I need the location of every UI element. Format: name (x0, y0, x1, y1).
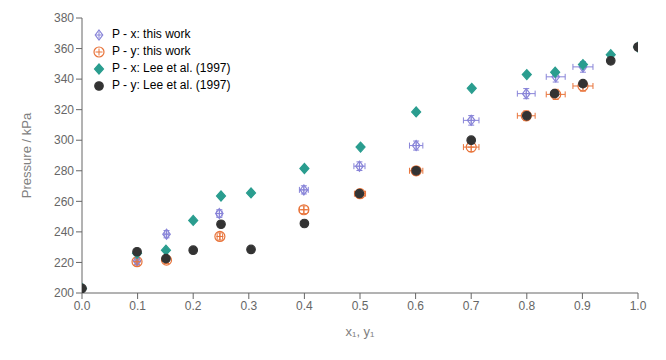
svg-text:380: 380 (54, 11, 74, 25)
svg-text:220: 220 (54, 256, 74, 270)
svg-text:0.0: 0.0 (74, 299, 91, 313)
svg-text:0.2: 0.2 (185, 299, 202, 313)
svg-text:360: 360 (54, 42, 74, 56)
svg-text:0.5: 0.5 (352, 299, 369, 313)
svg-text:0.3: 0.3 (240, 299, 257, 313)
svg-text:0.6: 0.6 (407, 299, 424, 313)
svg-text:0.9: 0.9 (574, 299, 591, 313)
svg-text:300: 300 (54, 133, 74, 147)
svg-text:0.7: 0.7 (463, 299, 480, 313)
svg-text:0.4: 0.4 (296, 299, 313, 313)
svg-text:240: 240 (54, 225, 74, 239)
svg-text:320: 320 (54, 103, 74, 117)
html-text:P - x: this work: P - x: this work (112, 27, 191, 41)
html-text:P - y: this work: P - y: this work (112, 44, 191, 58)
svg-text:0.1: 0.1 (129, 299, 146, 313)
svg-text:0.8: 0.8 (518, 299, 535, 313)
svg-text:x₁, y₁: x₁, y₁ (346, 324, 376, 339)
html-text:P - y: Lee et al. (1997): P - y: Lee et al. (1997) (112, 78, 231, 92)
svg-text:1.0: 1.0 (630, 299, 647, 313)
svg-text:Pressure / kPa: Pressure / kPa (19, 112, 34, 198)
html-text:P - x: Lee et al. (1997): P - x: Lee et al. (1997) (112, 61, 231, 75)
svg-text:340: 340 (54, 72, 74, 86)
svg-text:260: 260 (54, 195, 74, 209)
svg-text:280: 280 (54, 164, 74, 178)
svg-text:200: 200 (54, 286, 74, 300)
